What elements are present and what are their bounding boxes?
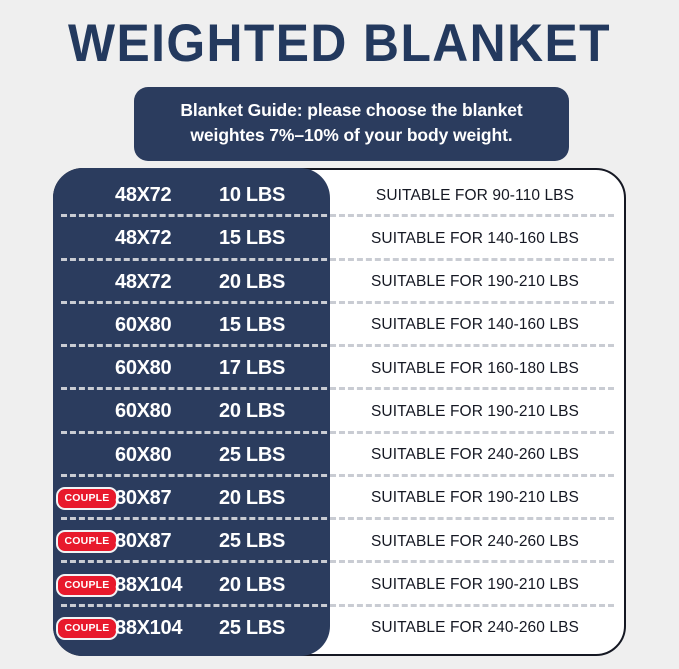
page-title: WEIGHTED BLANKET — [68, 14, 611, 73]
couple-badge-slot: COUPLE — [55, 486, 119, 510]
couple-badge: COUPLE — [55, 616, 119, 640]
blanket-size-value: 48X72 — [115, 270, 172, 293]
blanket-weight-value: 20 LBS — [219, 270, 286, 293]
blanket-size-value: 60X80 — [115, 443, 172, 466]
blanket-weight-value: 20 LBS — [219, 400, 286, 423]
blanket-size-value: 88X104 — [115, 573, 183, 596]
blanket-size-value: 60X80 — [115, 357, 172, 380]
blanket-weight-value: 25 LBS — [219, 530, 286, 553]
blanket-weight-value: 15 LBS — [219, 313, 286, 336]
suitable-weight-range: SUITABLE FOR 140-160 LBS — [370, 316, 579, 334]
blanket-size-value: 88X104 — [115, 616, 183, 639]
suitable-weight-range: SUITABLE FOR 240-260 LBS — [370, 446, 579, 464]
table-row: 60X80 17 LBS SUITABLE FOR 160-180 LBS — [53, 347, 626, 391]
blanket-weight-value: 15 LBS — [219, 227, 286, 250]
blanket-size-value: 48X72 — [115, 184, 172, 207]
suitable-weight-range: SUITABLE FOR 240-260 LBS — [370, 532, 579, 550]
row-left-cell: 60X80 17 LBS — [53, 347, 330, 390]
row-left-cell: COUPLE 80X87 20 LBS — [53, 477, 330, 520]
table-row: 48X72 15 LBS SUITABLE FOR 140-160 LBS — [53, 217, 626, 261]
row-left-cell: 48X72 20 LBS — [53, 261, 330, 304]
couple-badge-slot: COUPLE — [55, 530, 119, 554]
suitable-weight-range: SUITABLE FOR 90-110 LBS — [375, 186, 575, 204]
couple-badge: COUPLE — [55, 530, 119, 554]
couple-badge-slot: COUPLE — [55, 573, 119, 597]
blanket-weight-value: 20 LBS — [219, 573, 286, 596]
table-row: COUPLE 80X87 25 LBS SUITABLE FOR 240-260 LB… — [53, 520, 626, 564]
table-row: COUPLE 80X87 20 LBS SUITABLE FOR 190-210 LB… — [53, 477, 626, 521]
blanket-weight-value: 17 LBS — [219, 357, 286, 380]
blanket-size-value: 80X87 — [115, 530, 172, 553]
suitable-weight-range: SUITABLE FOR 190-210 LBS — [370, 273, 579, 291]
blanket-size-value: 48X72 — [115, 227, 172, 250]
blanket-size-value: 60X80 — [115, 400, 172, 423]
blanket-weight-value: 25 LBS — [219, 443, 286, 466]
row-left-cell: 48X72 15 LBS — [53, 217, 330, 260]
row-left-cell: 60X80 15 LBS — [53, 304, 330, 347]
table-row: COUPLE 88X104 25 LBS SUITABLE FOR 240-260 L… — [53, 607, 626, 650]
suitable-weight-range: SUITABLE FOR 190-210 LBS — [370, 402, 579, 420]
blanket-weight-value: 20 LBS — [219, 486, 286, 509]
row-left-cell: 48X72 10 LBS — [53, 174, 330, 217]
row-left-cell: 60X80 20 LBS — [53, 390, 330, 433]
table-row: COUPLE 88X104 20 LBS SUITABLE FOR 190-210 L… — [53, 563, 626, 607]
suitable-weight-range: SUITABLE FOR 240-260 LBS — [370, 619, 579, 637]
table-row: 60X80 15 LBS SUITABLE FOR 140-160 LBS — [53, 304, 626, 348]
suitable-weight-range: SUITABLE FOR 140-160 LBS — [370, 229, 579, 247]
table-row: 60X80 25 LBS SUITABLE FOR 240-260 LBS — [53, 434, 626, 478]
couple-badge: COUPLE — [55, 486, 119, 510]
couple-badge-slot: COUPLE — [55, 616, 119, 640]
table-rows: 48X72 10 LBS SUITABLE FOR 90-110 LBS 48X72 1… — [53, 168, 626, 656]
table-row: 60X80 20 LBS SUITABLE FOR 190-210 LBS — [53, 390, 626, 434]
suitable-weight-range: SUITABLE FOR 160-180 LBS — [370, 359, 579, 377]
blanket-size-value: 80X87 — [115, 486, 172, 509]
blanket-guide-banner: Blanket Guide: please choose the blanket… — [134, 87, 569, 161]
guide-text-line-1: Blanket Guide: please choose the blanket — [180, 100, 523, 120]
suitable-weight-range: SUITABLE FOR 190-210 LBS — [370, 576, 579, 594]
row-left-cell: 60X80 25 LBS — [53, 434, 330, 477]
blanket-weight-value: 10 LBS — [219, 184, 286, 207]
couple-badge: COUPLE — [55, 573, 119, 597]
table-row: 48X72 20 LBS SUITABLE FOR 190-210 LBS — [53, 261, 626, 305]
blanket-size-value: 60X80 — [115, 313, 172, 336]
suitable-weight-range: SUITABLE FOR 190-210 LBS — [370, 489, 579, 507]
blanket-weight-value: 25 LBS — [219, 616, 286, 639]
guide-text-line-2: weightes 7%–10% of your body weight. — [190, 125, 513, 145]
row-left-cell: COUPLE 80X87 25 LBS — [53, 520, 330, 563]
row-left-cell: COUPLE 88X104 20 LBS — [53, 563, 330, 606]
row-left-cell: COUPLE 88X104 25 LBS — [53, 607, 330, 650]
table-row: 48X72 10 LBS SUITABLE FOR 90-110 LBS — [53, 174, 626, 218]
size-guide-table: 48X72 10 LBS SUITABLE FOR 90-110 LBS 48X72 1… — [53, 168, 626, 656]
